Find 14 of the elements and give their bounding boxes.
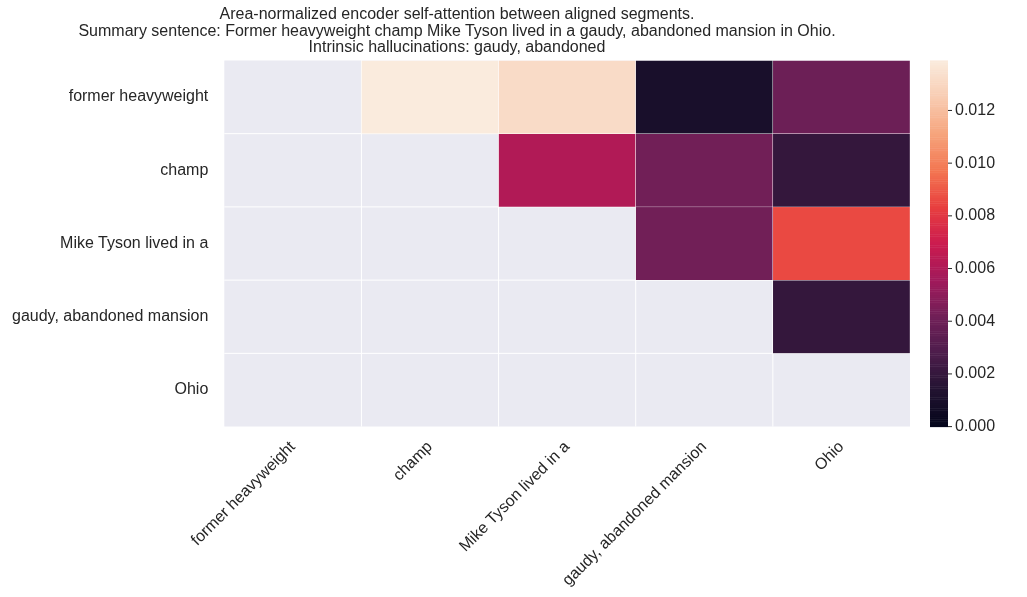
color-bar-label: 0.004 [955,311,996,329]
y-tick-label: champ [160,160,209,178]
color-bar-label: 0.000 [955,417,996,435]
color-bar-label: 0.012 [955,100,996,118]
y-tick-label: Mike Tyson lived in a [60,233,209,251]
color-bar-label: 0.002 [955,364,996,382]
x-tick-label: Ohio [810,437,847,474]
color-bar-label: 0.010 [955,153,996,171]
y-tick-label: gaudy, abandoned mansion [11,307,209,325]
color-bar-label: 0.008 [955,206,996,224]
chart-title: Area-normalized encoder self-attention between aligned segments. Summary sentence: Former heavyweight champ Mike Tyson lived in a gaudy, abandoned mansion in Ohio. Intrinsic hallucinations: gaudy, abandoned [78,4,836,56]
y-tick-label: Ohio [174,380,209,398]
y-tick-label: former heavyweight [68,87,209,105]
color-bar-label: 0.006 [955,258,996,276]
